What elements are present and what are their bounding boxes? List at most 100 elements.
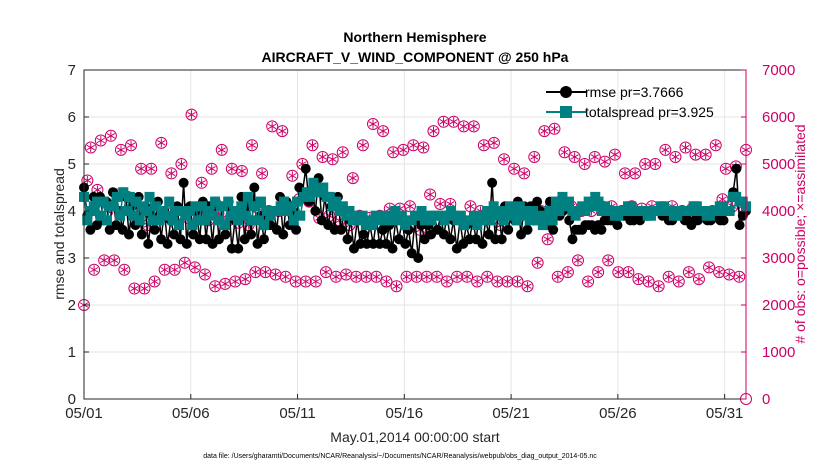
assimilated-obs-point	[180, 258, 189, 268]
assimilated-obs-point	[83, 175, 92, 185]
possible-obs-point	[249, 266, 262, 279]
totalspread-point	[524, 215, 535, 226]
totalspread-point	[196, 201, 207, 212]
assimilated-obs-point	[419, 143, 428, 153]
right-tick-label: 0	[762, 391, 770, 408]
totalspread-point	[557, 191, 568, 202]
rmse-point	[291, 224, 302, 235]
possible-obs-point	[437, 115, 450, 128]
possible-obs-point	[135, 162, 148, 175]
possible-obs-point	[326, 153, 339, 166]
possible-obs-point	[652, 280, 665, 293]
totalspread-point	[285, 201, 296, 212]
assimilated-obs-point	[513, 277, 522, 286]
assimilated-obs-point	[523, 281, 532, 291]
possible-obs-point	[451, 270, 464, 283]
possible-obs-point	[346, 172, 359, 185]
assimilated-obs-point	[120, 265, 129, 275]
possible-obs-point	[659, 143, 672, 156]
assimilated-obs-point	[530, 152, 539, 162]
totalspread-point	[223, 196, 234, 207]
assimilated-obs-point	[96, 136, 105, 145]
rmse-point	[718, 215, 729, 226]
totalspread-point	[164, 196, 175, 207]
assimilated-obs-point	[150, 277, 159, 286]
totalspread-point	[337, 201, 348, 212]
rmse-point	[548, 224, 559, 235]
possible-obs-point	[598, 155, 611, 168]
assimilated-obs-point	[701, 150, 710, 160]
assimilated-obs-point	[126, 140, 136, 150]
possible-obs-point	[128, 282, 141, 295]
assimilated-obs-point	[604, 255, 613, 265]
possible-obs-point	[518, 167, 531, 180]
assimilated-obs-point	[452, 272, 462, 282]
totalspread-point	[134, 215, 145, 226]
assimilated-obs-point	[392, 281, 401, 291]
possible-obs-point	[662, 270, 675, 283]
assimilated-obs-point	[288, 171, 297, 181]
assimilated-obs-point	[210, 281, 220, 291]
possible-obs-point	[276, 125, 289, 138]
totalspread-point	[416, 206, 427, 216]
possible-obs-point	[487, 136, 500, 149]
rmse-point	[249, 182, 260, 193]
rmse-point	[612, 220, 623, 231]
assimilated-obs-point	[735, 272, 744, 282]
assimilated-obs-point	[550, 124, 559, 134]
totalspread-point	[255, 196, 266, 207]
assimilated-obs-point	[405, 201, 415, 211]
rmse-point	[477, 238, 488, 249]
rmse-spread-series	[79, 163, 751, 263]
legend-spread-marker	[560, 106, 572, 118]
assimilated-obs-point	[473, 277, 482, 286]
possible-obs-point	[447, 115, 460, 128]
assimilated-obs-point	[573, 255, 583, 265]
assimilated-obs-point	[170, 265, 179, 275]
possible-obs-point	[548, 122, 561, 135]
totalspread-point	[144, 191, 155, 202]
rmse-point	[503, 224, 514, 235]
assimilated-obs-point	[399, 145, 408, 155]
assimilated-obs-point	[100, 255, 109, 265]
assimilated-obs-point	[439, 117, 448, 127]
assimilated-obs-point	[187, 110, 196, 120]
assimilated-obs-point	[725, 269, 734, 279]
possible-obs-point	[185, 108, 198, 121]
possible-obs-point	[178, 256, 191, 269]
possible-obs-point	[279, 270, 292, 283]
possible-obs-point	[427, 125, 440, 138]
totalspread-point	[292, 196, 303, 207]
assimilated-obs-point	[691, 150, 700, 160]
assimilated-obs-point	[429, 126, 438, 136]
left-tick-label: 2	[68, 297, 76, 314]
totalspread-point	[580, 206, 591, 216]
assimilated-obs-point	[711, 140, 720, 150]
assimilated-obs-point	[684, 267, 694, 277]
totalspread-point	[82, 215, 93, 226]
totalspread-point	[242, 191, 253, 202]
possible-obs-point	[649, 158, 662, 170]
right-axis: 0 1000 2000 3000 4000 5000 6000 7000	[741, 62, 795, 408]
totalspread-point	[488, 201, 499, 212]
possible-obs-point	[602, 254, 615, 267]
possible-obs-point	[336, 146, 349, 159]
assimilated-obs-point	[704, 262, 714, 272]
totalspread-point	[586, 201, 597, 212]
totalspread-point	[547, 215, 558, 226]
possible-obs-point	[350, 270, 363, 283]
totalspread-point	[468, 210, 479, 221]
rmse-point	[246, 229, 257, 240]
totalspread-point	[390, 206, 401, 216]
left-tick-label: 7	[68, 62, 76, 79]
totalspread-point	[501, 210, 512, 221]
possible-obs-point	[531, 256, 544, 269]
totalspread-point	[537, 220, 548, 231]
legend-spread-label: totalspread pr=3.925	[585, 104, 714, 120]
totalspread-point	[190, 201, 201, 212]
assimilated-obs-point	[641, 159, 650, 169]
totalspread-point	[92, 196, 103, 207]
possible-obs-point	[498, 153, 511, 166]
data-file-footnote: data file: /Users/gharamti/Documents/NCA…	[203, 453, 597, 460]
right-tick-label: 4000	[762, 203, 795, 220]
